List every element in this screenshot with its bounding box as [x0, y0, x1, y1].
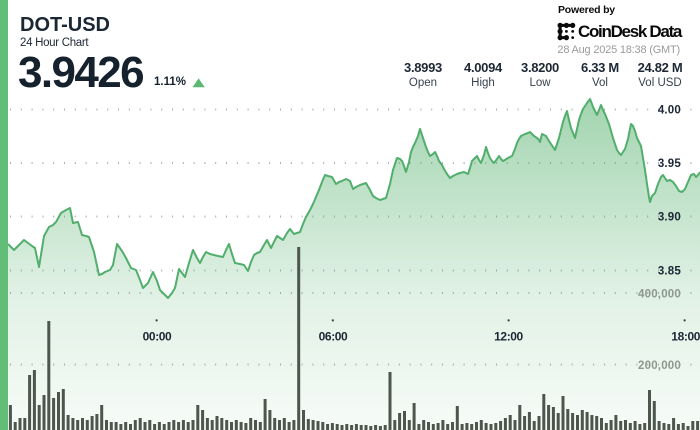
- svg-text:3.95: 3.95: [658, 158, 682, 170]
- svg-text:00:00: 00:00: [143, 330, 172, 344]
- svg-text:12:00: 12:00: [494, 330, 523, 344]
- svg-text:18:00: 18:00: [671, 330, 700, 344]
- svg-text:400,000: 400,000: [638, 289, 681, 301]
- svg-text:06:00: 06:00: [319, 330, 348, 344]
- svg-text:3.90: 3.90: [658, 212, 681, 224]
- svg-text:200,000: 200,000: [638, 360, 681, 372]
- svg-text:4.00: 4.00: [658, 105, 681, 117]
- svg-text:3.85: 3.85: [658, 266, 682, 278]
